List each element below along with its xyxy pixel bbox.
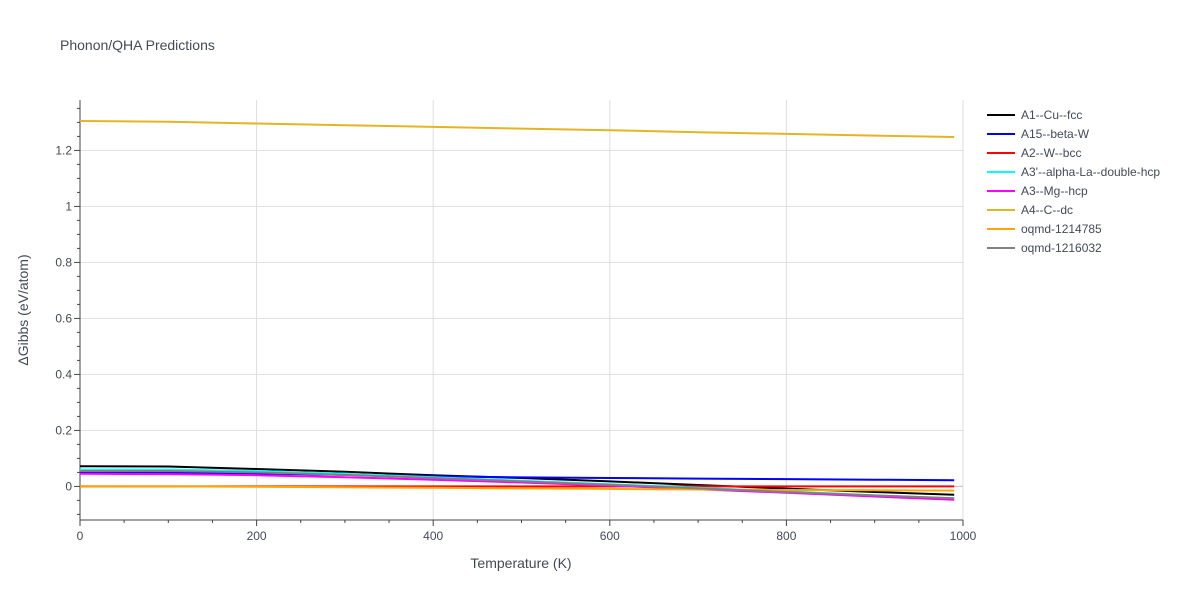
series-line-7 — [80, 470, 955, 500]
legend-entry-label: A15--beta-W — [1021, 127, 1090, 141]
x-axis-title: Temperature (K) — [470, 555, 571, 571]
y-tick-label: 1 — [65, 199, 72, 213]
y-tick-label: 1.2 — [55, 143, 72, 157]
y-tick-label: 0.6 — [55, 311, 72, 325]
legend-entry-label: A4--C--dc — [1021, 203, 1073, 217]
x-tick-label: 400 — [423, 529, 443, 543]
legend[interactable]: A1--Cu--fcc A15--beta-W A2--W--bcc A3'--alp… — [987, 108, 1160, 255]
y-axis-title: ΔGibbs (eV/atom) — [15, 254, 31, 365]
x-tick-label: 200 — [247, 529, 267, 543]
grid — [80, 100, 964, 520]
y-tick-label: 0.4 — [55, 367, 72, 381]
series-line-1 — [79, 471, 955, 482]
legend-entry-label: oqmd-1214785 — [1021, 222, 1102, 236]
x-tick-label: 1000 — [950, 529, 977, 543]
chart-title: Phonon/QHA Predictions — [60, 37, 215, 53]
series-line-5 — [79, 120, 955, 138]
legend-entry-label: A3--Mg--hcp — [1021, 184, 1088, 198]
y-tick-label: 0 — [65, 479, 72, 493]
legend-entry-label: oqmd-1216032 — [1021, 241, 1102, 255]
x-tick-label: 0 — [77, 529, 84, 543]
legend-entry-label: A1--Cu--fcc — [1021, 108, 1082, 122]
series-lines — [79, 120, 955, 501]
series-line-6 — [80, 485, 955, 492]
x-tick-label: 800 — [776, 529, 796, 543]
legend-entry-label: A3'--alpha-La--double-hcp — [1021, 165, 1160, 179]
y-tick-label: 0.2 — [55, 423, 72, 437]
x-tick-label: 600 — [600, 529, 620, 543]
legend-entry-label: A2--W--bcc — [1021, 146, 1081, 160]
y-tick-label: 0.8 — [55, 255, 72, 269]
axes: 0 200 400 600 800 1000 0 0.2 0.4 0.6 0.8 1 1.2 — [55, 100, 977, 543]
